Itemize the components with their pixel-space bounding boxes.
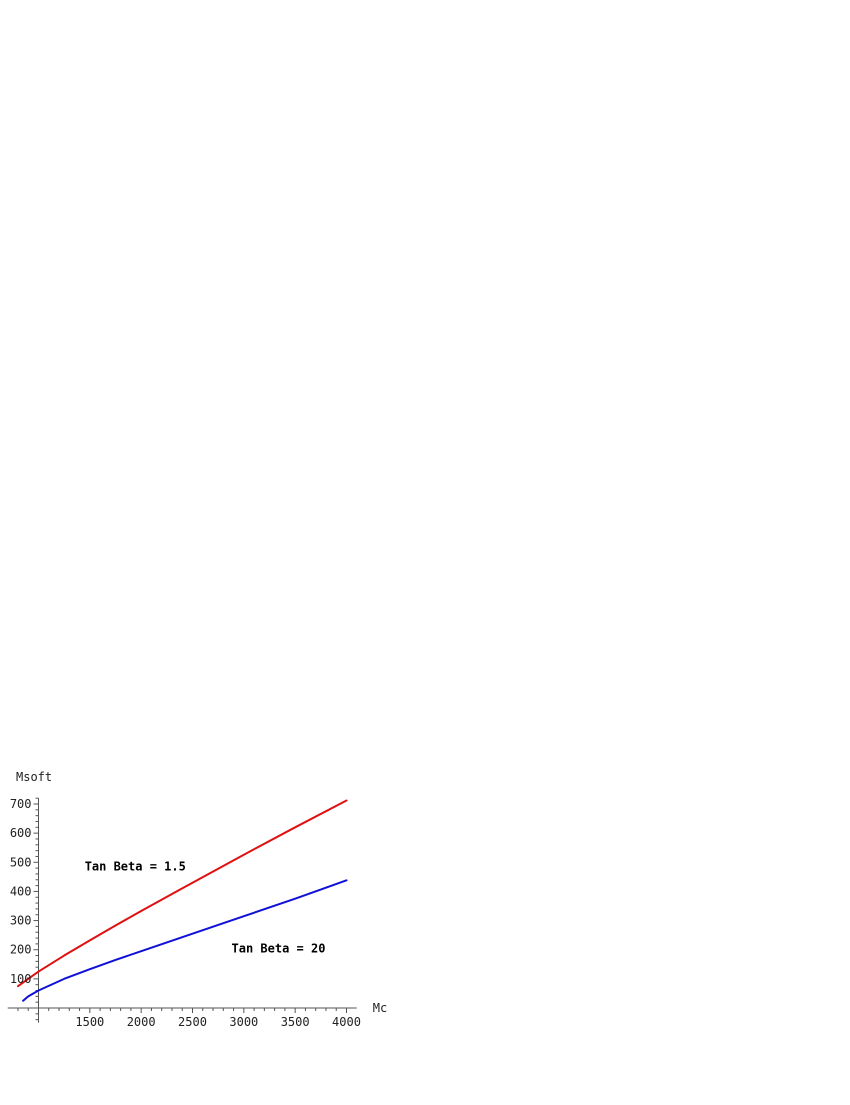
y-tick-label: 600 <box>10 826 32 840</box>
x-axis-title: Mc <box>373 1001 387 1015</box>
y-tick-label: 500 <box>10 855 32 869</box>
series-line-2 <box>22 879 348 1002</box>
x-tick-label: 3000 <box>229 1015 258 1029</box>
series-line-1 <box>16 799 348 988</box>
y-tick-label: 300 <box>10 914 32 928</box>
x-tick-label: 1500 <box>75 1015 104 1029</box>
y-tick-label: 200 <box>10 943 32 957</box>
series-annotation-2: Tan Beta = 20 <box>232 941 326 955</box>
x-tick-label: 4000 <box>332 1015 361 1029</box>
x-tick-label: 2500 <box>178 1015 207 1029</box>
y-tick-label: 400 <box>10 884 32 898</box>
y-axis-title: Msoft <box>16 770 52 784</box>
y-tick-label: 100 <box>10 972 32 986</box>
x-tick-label: 3500 <box>281 1015 310 1029</box>
y-tick-label: 700 <box>10 797 32 811</box>
x-tick-label: 2000 <box>127 1015 156 1029</box>
series-annotation-1: Tan Beta = 1.5 <box>85 860 186 874</box>
